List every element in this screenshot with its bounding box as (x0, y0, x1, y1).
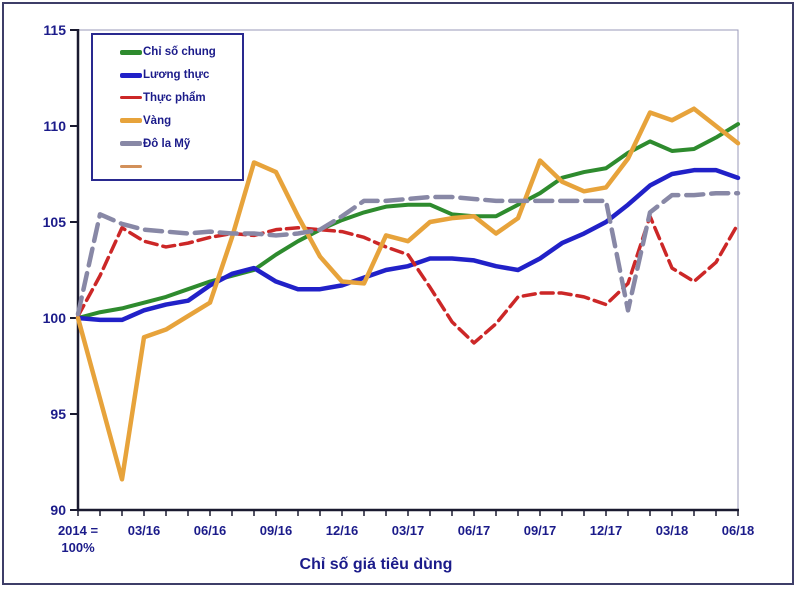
x-tick-label: 2014 = 100% (58, 523, 99, 555)
thuc-pham-line-swatch-icon (120, 96, 142, 100)
legend-label: Đô la Mỹ (143, 137, 191, 150)
legend-item-chi-so-chung: Chỉ số chung (120, 42, 242, 62)
legend-label: Chỉ số chung (143, 46, 216, 59)
chi-so-chung-line-swatch-icon (120, 49, 142, 55)
x-tick-label: 09/16 (260, 523, 293, 538)
x-tick-label: 12/17 (590, 523, 623, 538)
legend-label: Lương thực (143, 69, 210, 82)
legend-item-vang: Vàng (120, 110, 242, 130)
y-tick-label: 90 (50, 502, 66, 518)
x-tick-label: 06/16 (194, 523, 227, 538)
luong-thuc-line-swatch-icon (120, 72, 142, 78)
y-tick-label: 95 (50, 406, 66, 422)
series-line--o-la-my (75, 190, 741, 317)
x-tick-label: 12/16 (326, 523, 359, 538)
series-line-luong-thuc (75, 167, 741, 323)
x-tick-label: 09/17 (524, 523, 557, 538)
x-tick-label: 03/16 (128, 523, 161, 538)
x-tick-label: 03/17 (392, 523, 425, 538)
legend-label: Vàng (143, 114, 172, 127)
do-la-my-line-swatch-icon (120, 141, 142, 147)
series-line-vang (75, 106, 741, 482)
legend-item-do-la-my: Đô la Mỹ (120, 133, 242, 153)
legend-item-luong-thuc: Lương thực (120, 65, 242, 85)
series-line-chi-so-chung (76, 122, 740, 320)
y-tick-label: 110 (43, 118, 66, 134)
legend-label: Thực phẩm (143, 91, 206, 104)
unlabeled-line-swatch-icon (120, 164, 142, 168)
legend-item-unlabeled (120, 156, 242, 176)
y-tick-label: 105 (43, 214, 67, 230)
y-tick-label: 100 (43, 310, 67, 326)
x-axis-ticks: 2014 = 100% 03/16 06/16 09/16 12/16 03/17 06/17… (58, 510, 754, 555)
y-axis-ticks: 90 95 100 105 110 115 (43, 22, 78, 518)
y-tick-label: 115 (43, 22, 66, 38)
series-line-thuc-pham (76, 214, 740, 345)
vang-line-swatch-icon (120, 118, 142, 124)
x-tick-label: 03/18 (656, 523, 689, 538)
chart-title: Chỉ số giá tiêu dùng (299, 556, 453, 573)
x-tick-label: 06/18 (722, 523, 755, 538)
chart-legend: Chỉ số chung Lương thực Thực phẩm Vàng Đ… (91, 33, 244, 181)
legend-item-thuc-pham: Thực phẩm (120, 88, 242, 108)
x-tick-label: 06/17 (458, 523, 491, 538)
